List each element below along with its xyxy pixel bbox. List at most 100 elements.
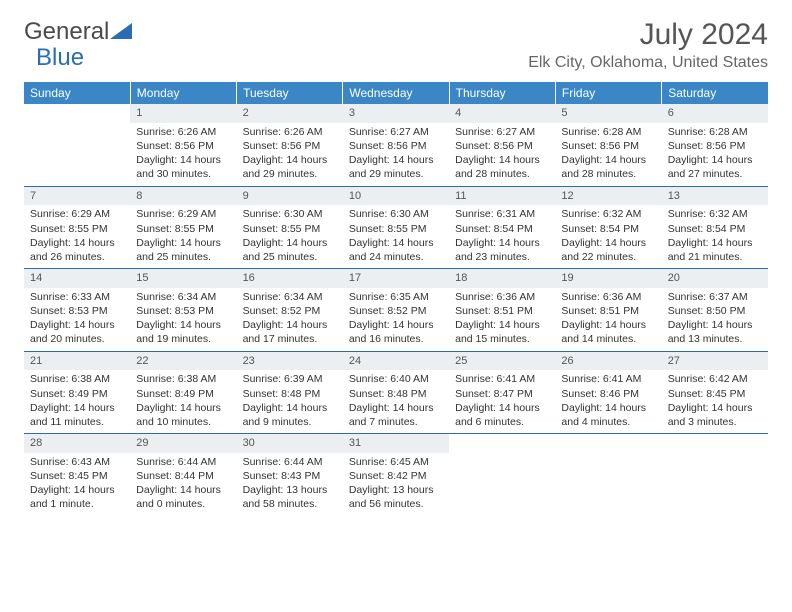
sunrise-line: Sunrise: 6:32 AM [561,207,655,221]
calendar-day-cell: 21Sunrise: 6:38 AMSunset: 8:49 PMDayligh… [24,351,130,434]
day-body: Sunrise: 6:28 AMSunset: 8:56 PMDaylight:… [662,123,768,186]
sunrise-line: Sunrise: 6:34 AM [136,290,230,304]
calendar-day-cell: 24Sunrise: 6:40 AMSunset: 8:48 PMDayligh… [343,351,449,434]
weekday-header: Wednesday [343,82,449,104]
sunrise-line: Sunrise: 6:26 AM [243,125,337,139]
daylight-line: Daylight: 14 hours and 15 minutes. [455,318,549,346]
daylight-line: Daylight: 13 hours and 56 minutes. [349,483,443,511]
day-body: Sunrise: 6:41 AMSunset: 8:47 PMDaylight:… [449,370,555,433]
sunrise-line: Sunrise: 6:29 AM [136,207,230,221]
calendar-day-cell: 9Sunrise: 6:30 AMSunset: 8:55 PMDaylight… [237,186,343,269]
sunset-line: Sunset: 8:55 PM [136,222,230,236]
sunrise-line: Sunrise: 6:30 AM [243,207,337,221]
daylight-line: Daylight: 14 hours and 21 minutes. [668,236,762,264]
day-number: 23 [237,352,343,371]
day-body: Sunrise: 6:36 AMSunset: 8:51 PMDaylight:… [449,288,555,351]
daylight-line: Daylight: 14 hours and 25 minutes. [243,236,337,264]
logo-text-blue: Blue [36,44,132,72]
day-body: Sunrise: 6:33 AMSunset: 8:53 PMDaylight:… [24,288,130,351]
sunrise-line: Sunrise: 6:29 AM [30,207,124,221]
sunrise-line: Sunrise: 6:41 AM [455,372,549,386]
calendar-day-cell: 26Sunrise: 6:41 AMSunset: 8:46 PMDayligh… [555,351,661,434]
daylight-line: Daylight: 14 hours and 30 minutes. [136,153,230,181]
day-body: Sunrise: 6:45 AMSunset: 8:42 PMDaylight:… [343,453,449,516]
sunrise-line: Sunrise: 6:36 AM [455,290,549,304]
day-number: 12 [555,187,661,206]
sunset-line: Sunset: 8:52 PM [243,304,337,318]
month-title: July 2024 [528,18,768,52]
day-number: 2 [237,104,343,123]
daylight-line: Daylight: 14 hours and 25 minutes. [136,236,230,264]
day-number: 9 [237,187,343,206]
day-number: 28 [24,434,130,453]
location: Elk City, Oklahoma, United States [528,54,768,72]
calendar-day-cell: 7Sunrise: 6:29 AMSunset: 8:55 PMDaylight… [24,186,130,269]
weekday-header: Sunday [24,82,130,104]
day-number: 3 [343,104,449,123]
calendar-day-cell: 13Sunrise: 6:32 AMSunset: 8:54 PMDayligh… [662,186,768,269]
header: General Blue July 2024 Elk City, Oklahom… [24,18,768,72]
sunset-line: Sunset: 8:53 PM [30,304,124,318]
sunset-line: Sunset: 8:56 PM [455,139,549,153]
calendar-table: SundayMondayTuesdayWednesdayThursdayFrid… [24,82,768,516]
day-body: Sunrise: 6:31 AMSunset: 8:54 PMDaylight:… [449,205,555,268]
sunrise-line: Sunrise: 6:28 AM [668,125,762,139]
day-body: Sunrise: 6:40 AMSunset: 8:48 PMDaylight:… [343,370,449,433]
day-number: 29 [130,434,236,453]
daylight-line: Daylight: 14 hours and 28 minutes. [561,153,655,181]
day-body: Sunrise: 6:27 AMSunset: 8:56 PMDaylight:… [343,123,449,186]
day-number: 19 [555,269,661,288]
day-number: 6 [662,104,768,123]
day-body: Sunrise: 6:32 AMSunset: 8:54 PMDaylight:… [555,205,661,268]
day-number: 25 [449,352,555,371]
day-number: 20 [662,269,768,288]
calendar-day-cell: 19Sunrise: 6:36 AMSunset: 8:51 PMDayligh… [555,269,661,352]
weekday-header: Tuesday [237,82,343,104]
day-number: 31 [343,434,449,453]
daylight-line: Daylight: 13 hours and 58 minutes. [243,483,337,511]
calendar-week-row: 1Sunrise: 6:26 AMSunset: 8:56 PMDaylight… [24,104,768,186]
day-body: Sunrise: 6:37 AMSunset: 8:50 PMDaylight:… [662,288,768,351]
daylight-line: Daylight: 14 hours and 0 minutes. [136,483,230,511]
day-body: Sunrise: 6:44 AMSunset: 8:44 PMDaylight:… [130,453,236,516]
day-body: Sunrise: 6:26 AMSunset: 8:56 PMDaylight:… [237,123,343,186]
calendar-day-cell: 20Sunrise: 6:37 AMSunset: 8:50 PMDayligh… [662,269,768,352]
logo-text-general: General [24,18,109,45]
day-number: 30 [237,434,343,453]
sunrise-line: Sunrise: 6:28 AM [561,125,655,139]
daylight-line: Daylight: 14 hours and 23 minutes. [455,236,549,264]
daylight-line: Daylight: 14 hours and 17 minutes. [243,318,337,346]
day-number: 22 [130,352,236,371]
calendar-week-row: 14Sunrise: 6:33 AMSunset: 8:53 PMDayligh… [24,269,768,352]
sunrise-line: Sunrise: 6:42 AM [668,372,762,386]
calendar-day-cell: 16Sunrise: 6:34 AMSunset: 8:52 PMDayligh… [237,269,343,352]
day-body: Sunrise: 6:38 AMSunset: 8:49 PMDaylight:… [130,370,236,433]
calendar-day-cell: 12Sunrise: 6:32 AMSunset: 8:54 PMDayligh… [555,186,661,269]
calendar-week-row: 7Sunrise: 6:29 AMSunset: 8:55 PMDaylight… [24,186,768,269]
calendar-day-cell: 1Sunrise: 6:26 AMSunset: 8:56 PMDaylight… [130,104,236,186]
day-body: Sunrise: 6:38 AMSunset: 8:49 PMDaylight:… [24,370,130,433]
day-body: Sunrise: 6:34 AMSunset: 8:52 PMDaylight:… [237,288,343,351]
day-body: Sunrise: 6:36 AMSunset: 8:51 PMDaylight:… [555,288,661,351]
day-number: 27 [662,352,768,371]
sunset-line: Sunset: 8:56 PM [561,139,655,153]
day-body: Sunrise: 6:26 AMSunset: 8:56 PMDaylight:… [130,123,236,186]
daylight-line: Daylight: 14 hours and 16 minutes. [349,318,443,346]
day-number: 18 [449,269,555,288]
daylight-line: Daylight: 14 hours and 22 minutes. [561,236,655,264]
sunset-line: Sunset: 8:44 PM [136,469,230,483]
calendar-day-cell: 18Sunrise: 6:36 AMSunset: 8:51 PMDayligh… [449,269,555,352]
day-number: 16 [237,269,343,288]
sunset-line: Sunset: 8:54 PM [455,222,549,236]
calendar-empty-cell [555,434,661,516]
sunset-line: Sunset: 8:55 PM [243,222,337,236]
weekday-header-row: SundayMondayTuesdayWednesdayThursdayFrid… [24,82,768,104]
sunset-line: Sunset: 8:46 PM [561,387,655,401]
day-number: 21 [24,352,130,371]
sunrise-line: Sunrise: 6:40 AM [349,372,443,386]
sunset-line: Sunset: 8:56 PM [243,139,337,153]
sunset-line: Sunset: 8:56 PM [136,139,230,153]
day-body: Sunrise: 6:42 AMSunset: 8:45 PMDaylight:… [662,370,768,433]
day-body: Sunrise: 6:29 AMSunset: 8:55 PMDaylight:… [130,205,236,268]
day-body: Sunrise: 6:41 AMSunset: 8:46 PMDaylight:… [555,370,661,433]
